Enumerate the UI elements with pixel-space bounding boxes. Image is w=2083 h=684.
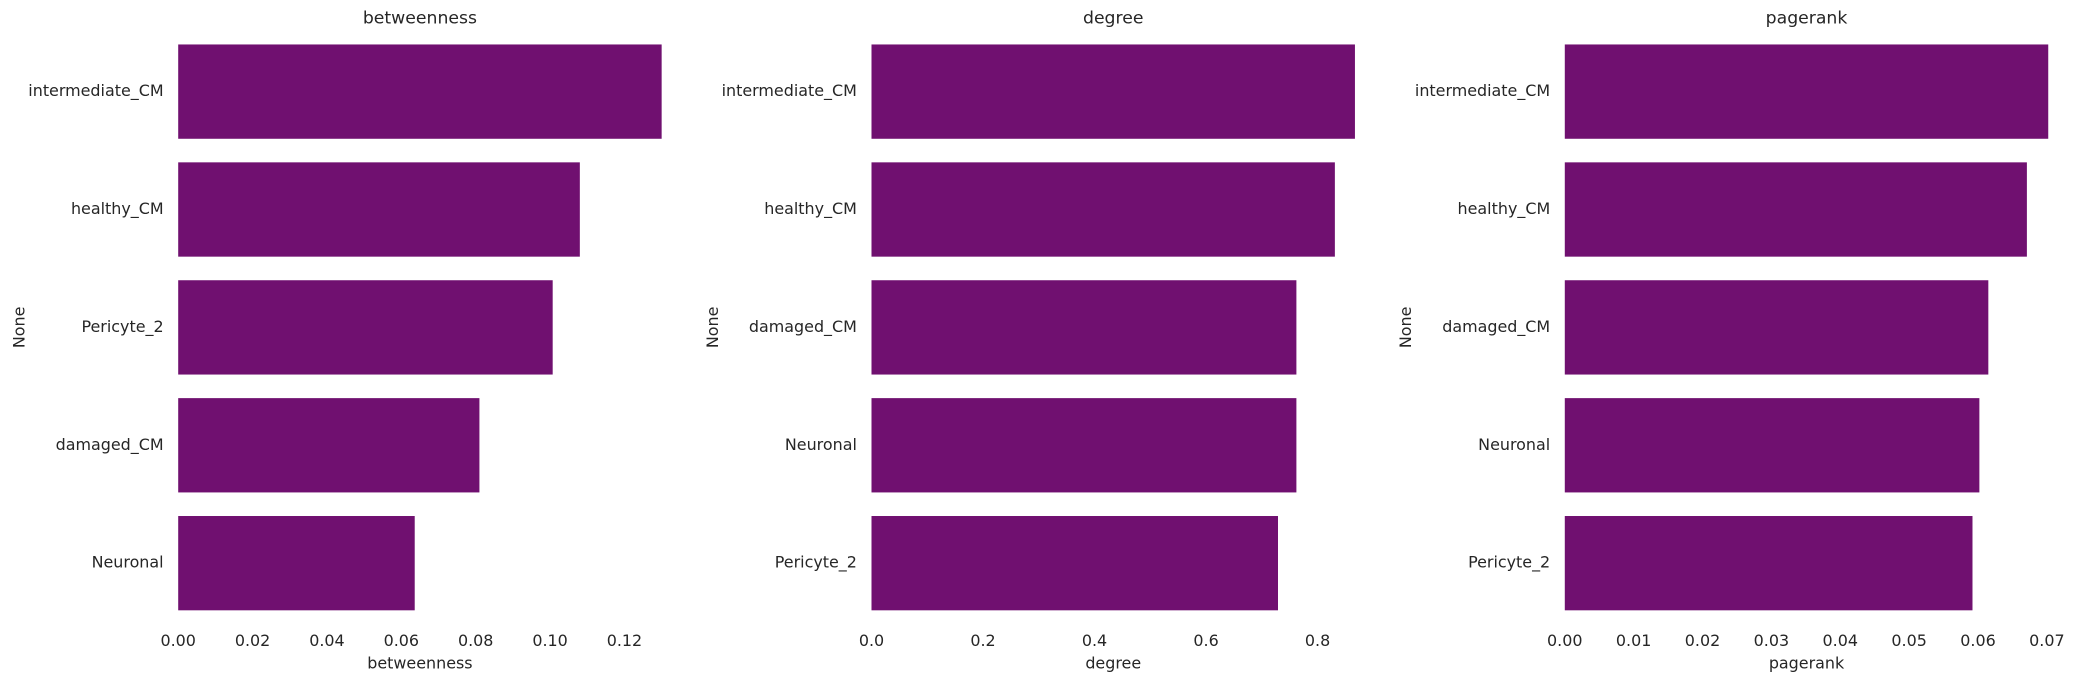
x-tick-label: 0.08 [458,631,493,650]
bar [1564,162,2027,257]
x-tick-label: 0.8 [1305,631,1330,650]
x-tick-label: 0.02 [235,631,270,650]
bar [1564,398,1980,493]
y-tick-label: Neuronal [785,435,857,454]
x-axis-label: betweenness [367,654,472,673]
bar [1564,44,2049,139]
x-tick-label: 0.05 [1891,631,1926,650]
y-tick-label: damaged_CM [56,435,164,455]
bar [871,398,1297,493]
bar [1564,516,1973,611]
bar [178,516,415,611]
bar [871,280,1297,375]
bar [178,398,480,493]
y-tick-label: Pericyte_2 [81,317,163,337]
x-tick-label: 0.06 [1960,631,1995,650]
y-tick-label: healthy_CM [1458,199,1551,219]
x-axis-label: pagerank [1769,654,1845,673]
x-tick-label: 0.06 [384,631,419,650]
y-tick-label: healthy_CM [71,199,164,219]
chart-title: betweenness [363,9,477,29]
bar [871,162,1335,257]
y-tick-label: Pericyte_2 [775,553,857,573]
x-tick-label: 0.2 [970,631,995,650]
x-tick-label: 0.4 [1082,631,1107,650]
x-tick-label: 0.01 [1616,631,1651,650]
x-tick-label: 0.0 [859,631,884,650]
x-tick-label: 0.12 [607,631,642,650]
y-tick-label: damaged_CM [749,317,857,337]
y-tick-label: intermediate_CM [1415,81,1550,101]
x-tick-label: 0.04 [1823,631,1858,650]
y-tick-label: Pericyte_2 [1468,553,1550,573]
y-axis-label: None [10,307,29,349]
chart-title: pagerank [1766,9,1848,29]
y-tick-label: Neuronal [92,553,164,572]
x-tick-label: 0.02 [1685,631,1720,650]
y-tick-label: healthy_CM [764,199,857,219]
y-tick-label: intermediate_CM [722,81,857,101]
x-tick-label: 0.03 [1754,631,1789,650]
bar [178,162,580,257]
y-axis-label: None [1396,307,1415,349]
y-tick-label: Neuronal [1478,435,1550,454]
chart-title: degree [1083,9,1143,29]
bar [871,44,1355,139]
bar [178,280,553,375]
x-tick-label: 0.10 [532,631,567,650]
y-tick-label: intermediate_CM [28,81,163,101]
bar [871,516,1278,611]
x-tick-label: 0.07 [2029,631,2064,650]
y-axis-label: None [703,307,722,349]
x-axis-label: degree [1085,654,1141,673]
x-tick-label: 0.6 [1193,631,1218,650]
bar [178,44,662,139]
bar [1564,280,1989,375]
x-tick-label: 0.04 [309,631,344,650]
x-tick-label: 0.00 [1547,631,1582,650]
y-tick-label: damaged_CM [1442,317,1550,337]
x-tick-label: 0.00 [160,631,195,650]
